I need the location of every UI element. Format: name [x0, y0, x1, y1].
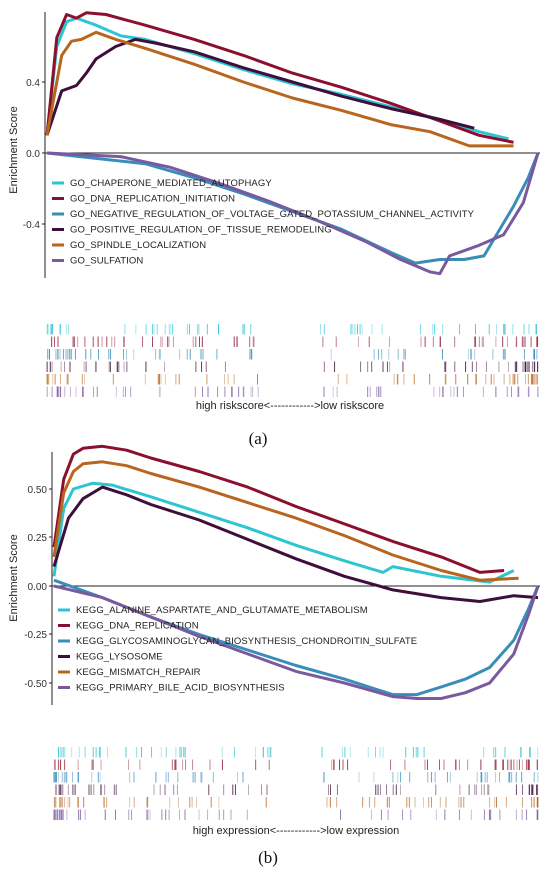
- legend-label: KEGG_MISMATCH_REPAIR: [76, 667, 201, 678]
- legend-label: KEGG_GLYCOSAMINOGLYCAN_BIOSYNTHESIS_CHON…: [76, 636, 417, 647]
- series-lines: [45, 11, 540, 276]
- legend-label: GO_NEGATIVE_REGULATION_OF_VOLTAGE_GATED_…: [70, 209, 475, 220]
- y-ticks: 0.4 0.0 -0.4: [23, 78, 45, 231]
- hit-rug: [53, 747, 539, 820]
- series-line: [52, 485, 539, 603]
- legend: GO_CHAPERONE_MEDIATED_AUTOPHAGY GO_DNA_RE…: [52, 178, 475, 267]
- y-tick-label: -0.4: [23, 220, 41, 231]
- y-tick-label: 0.25: [28, 533, 48, 544]
- legend-label: KEGG_PRIMARY_BILE_ACID_BIOSYNTHESIS: [76, 683, 285, 694]
- series-line: [45, 30, 514, 148]
- series-line: [45, 37, 475, 136]
- series-line: [52, 460, 519, 582]
- y-tick-label: 0.00: [28, 582, 48, 593]
- y-tick-label: 0.50: [28, 485, 48, 496]
- series-line: [46, 151, 540, 276]
- series-line: [46, 151, 540, 265]
- rank-caption: high riskscore<------------>low riskscor…: [196, 400, 384, 412]
- legend-label: GO_SULFATION: [70, 256, 143, 267]
- rank-caption: high expression<------------>low express…: [193, 825, 400, 837]
- series-line: [52, 444, 505, 574]
- panel-label: (b): [258, 848, 278, 867]
- legend-label: KEGG_ALANINE_ASPARTATE_AND_GLUTAMATE_MET…: [76, 605, 368, 616]
- y-tick-label: 0.0: [26, 149, 40, 160]
- legend-label: GO_POSITIVE_REGULATION_OF_TISSUE_REMODEL…: [70, 225, 332, 236]
- legend-label: GO_SPINDLE_LOCALIZATION: [70, 240, 206, 251]
- panel-b: Enrichment Score 0.50 0.25 0.00 -0.25 -0…: [8, 444, 540, 867]
- y-ticks: 0.50 0.25 0.00 -0.25 -0.50: [24, 485, 52, 690]
- panel-a: Enrichment Score 0.4 0.0 -0.4 GO_CHAPERO…: [8, 11, 540, 448]
- y-axis-label: Enrichment Score: [8, 106, 20, 193]
- y-tick-label: -0.50: [24, 679, 47, 690]
- legend: KEGG_ALANINE_ASPARTATE_AND_GLUTAMATE_MET…: [58, 605, 417, 694]
- series-lines: [52, 444, 540, 700]
- y-axis-label: Enrichment Score: [8, 534, 20, 621]
- legend-label: GO_CHAPERONE_MEDIATED_AUTOPHAGY: [70, 178, 272, 189]
- y-tick-label: -0.25: [24, 630, 47, 641]
- hit-rug: [46, 324, 539, 397]
- legend-label: KEGG_LYSOSOME: [76, 652, 163, 663]
- y-tick-label: 0.4: [26, 78, 40, 89]
- series-line: [53, 584, 540, 700]
- series-line: [52, 481, 515, 584]
- panel-label: (a): [249, 429, 268, 448]
- legend-label: GO_DNA_REPLICATION_INITIATION: [70, 194, 235, 205]
- legend-label: KEGG_DNA_REPLICATION: [76, 621, 199, 632]
